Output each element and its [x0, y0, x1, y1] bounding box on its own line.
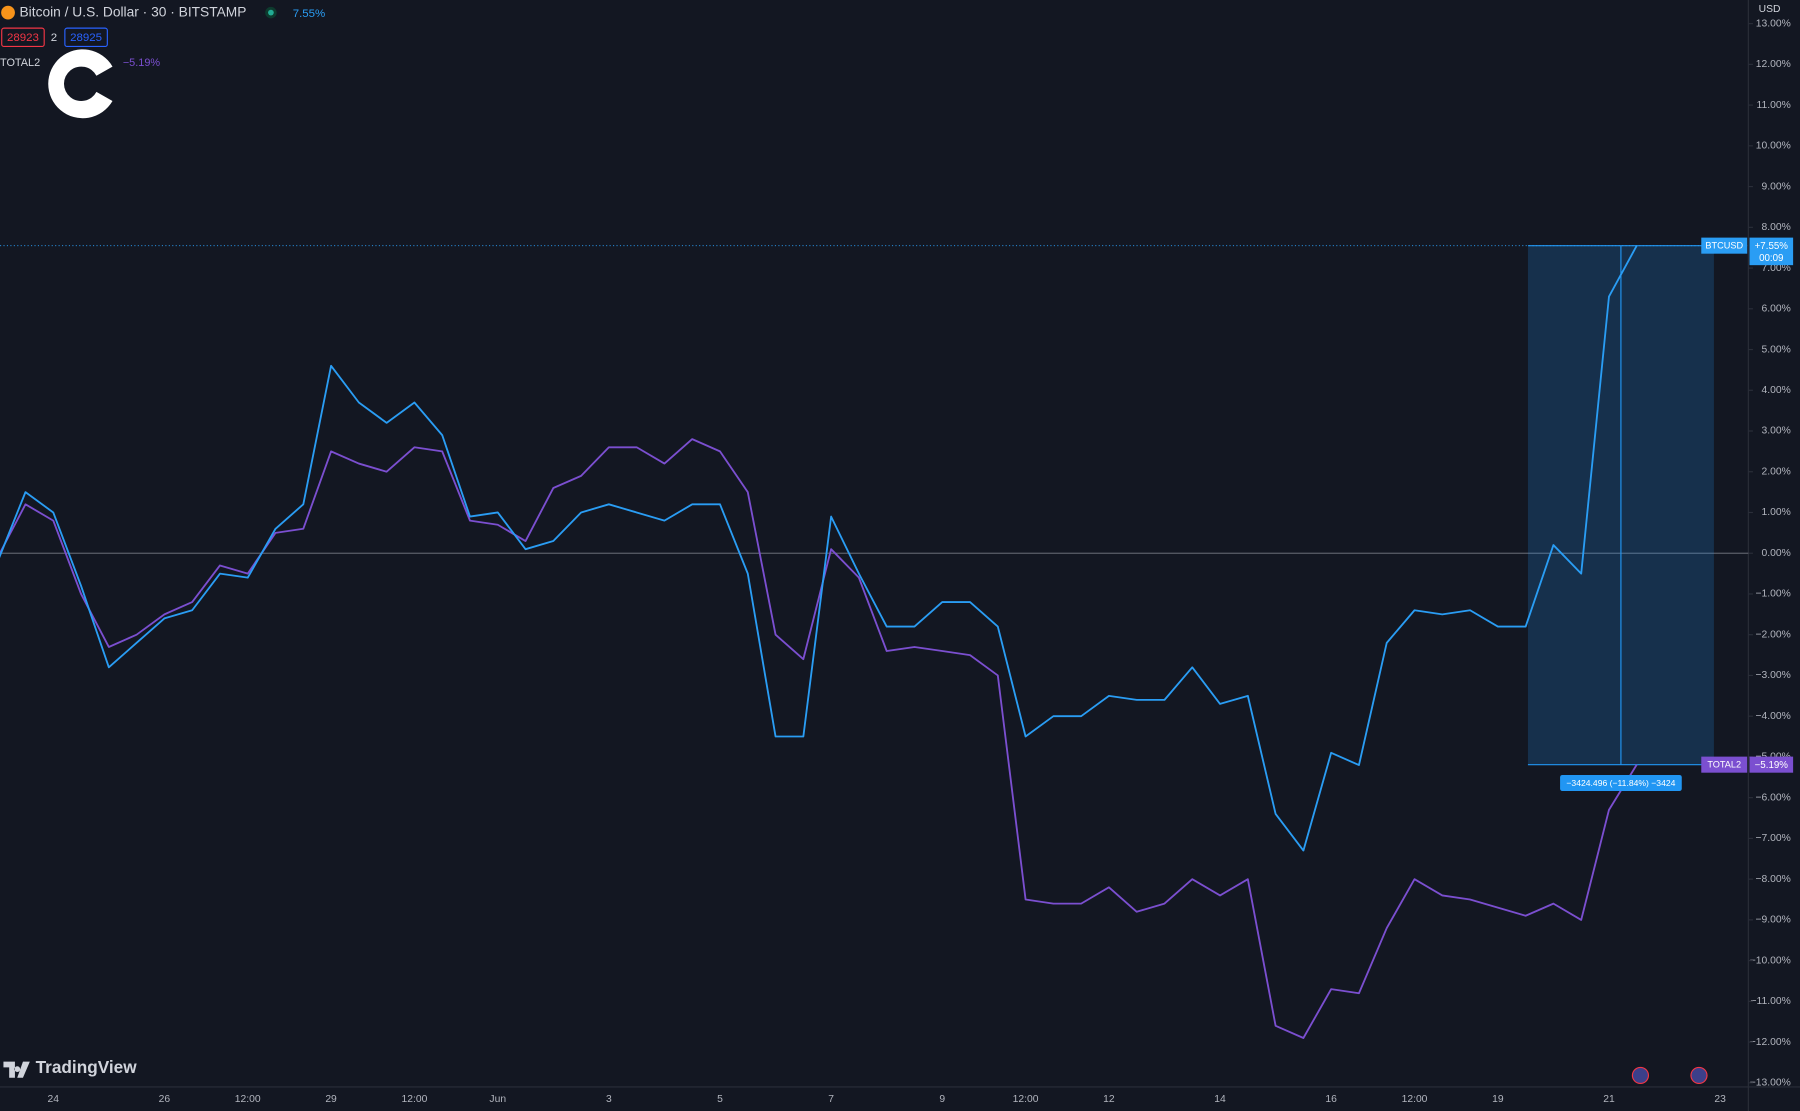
countdown: 00:09 [1759, 253, 1783, 264]
x-tick-label: 3 [606, 1094, 612, 1105]
x-tick-label: 12:00 [1013, 1094, 1039, 1105]
y-tick-label: 5.00% [1762, 344, 1791, 355]
y-tick-label: 7.00% [1762, 263, 1791, 274]
y-tick-label: 4.00% [1762, 385, 1791, 396]
bitcoin-icon [1, 5, 15, 20]
x-tick-label: 12:00 [401, 1094, 427, 1105]
x-tick-label: 19 [1492, 1094, 1504, 1105]
measure-label: −3424.496 (−11.84%) −3424 [1566, 778, 1675, 788]
y-tick-label: 1.00% [1762, 507, 1791, 518]
event-flag[interactable] [1690, 1066, 1708, 1085]
x-tick-label: 5 [717, 1094, 723, 1105]
y-tick-label: −3.00% [1755, 670, 1790, 681]
currency[interactable]: USD [1759, 4, 1781, 15]
measure-label-box [1560, 774, 1682, 792]
y-tick-label: −10.00% [1750, 955, 1791, 966]
x-tick-label: 29 [325, 1094, 337, 1105]
ask-price[interactable]: 28925 [70, 32, 102, 44]
title-change: 7.55% [293, 8, 326, 20]
x-tick-label: 14 [1214, 1094, 1226, 1105]
symbol-title[interactable]: Bitcoin / U.S. Dollar · 30 · BITSTAMP [20, 4, 247, 19]
y-tick-label: 2.00% [1762, 466, 1791, 477]
x-tick-label: 7 [828, 1094, 834, 1105]
buy-box[interactable] [64, 27, 108, 48]
x-tick-label: Jun [489, 1094, 506, 1105]
x-tick-label: 12:00 [235, 1094, 261, 1105]
y-tick-label: −9.00% [1755, 915, 1790, 926]
y-tick-label: −13.00% [1750, 1078, 1791, 1089]
series-tag-box [1701, 237, 1748, 254]
y-tick-label: −1.00% [1755, 589, 1790, 600]
legend-total2[interactable]: TOTAL2 [0, 57, 40, 69]
sell-box[interactable] [1, 27, 45, 48]
series-tag: BTCUSD [1705, 241, 1743, 251]
y-tick-label: 10.00% [1756, 141, 1791, 152]
y-tick-label: −6.00% [1755, 792, 1790, 803]
y-tick-label: 8.00% [1762, 222, 1791, 233]
x-tick-label: 23 [1714, 1094, 1726, 1105]
legend-total2-change: −5.19% [123, 57, 161, 69]
bid-price[interactable]: 28923 [7, 32, 39, 44]
y-tick-label: −11.00% [1751, 996, 1791, 1007]
status-dot [268, 9, 274, 16]
y-tick-label: 12.00% [1756, 59, 1791, 70]
logo [48, 49, 113, 119]
y-tick-label: 11.00% [1757, 100, 1791, 111]
price-tag-box [1749, 237, 1794, 266]
spread: 2 [51, 32, 57, 44]
y-tick-label: 3.00% [1762, 426, 1791, 437]
y-tick-label: 9.00% [1762, 181, 1791, 192]
y-tick-label: 0.00% [1762, 548, 1791, 559]
price-tag-box [1749, 756, 1794, 773]
price-tag: −5.19% [1755, 760, 1789, 771]
x-tick-label: 16 [1325, 1094, 1337, 1105]
y-tick-label: −4.00% [1755, 711, 1790, 722]
series-line [0, 438, 1638, 1039]
event-flag[interactable] [1631, 1066, 1650, 1085]
series-line [0, 245, 1638, 852]
brand[interactable]: TradingView [36, 1057, 138, 1077]
x-tick-label: 24 [48, 1094, 60, 1105]
price-tag: +7.55% [1755, 241, 1789, 252]
x-tick-label: 26 [159, 1094, 171, 1105]
x-tick-label: 12 [1103, 1094, 1115, 1105]
x-tick-label: 12:00 [1402, 1094, 1428, 1105]
y-tick-label: −8.00% [1755, 874, 1790, 885]
y-tick-label: 6.00% [1762, 304, 1791, 315]
brand-logo [3, 1061, 30, 1078]
x-tick-label: 9 [939, 1094, 945, 1105]
series-tag: TOTAL2 [1707, 760, 1741, 770]
x-tick-label: 21 [1603, 1094, 1615, 1105]
y-tick-label: −2.00% [1755, 629, 1790, 640]
y-tick-label: −7.00% [1755, 833, 1790, 844]
y-tick-label: 13.00% [1756, 18, 1791, 29]
series-tag-box [1701, 756, 1748, 773]
y-tick-label: −12.00% [1750, 1037, 1791, 1048]
